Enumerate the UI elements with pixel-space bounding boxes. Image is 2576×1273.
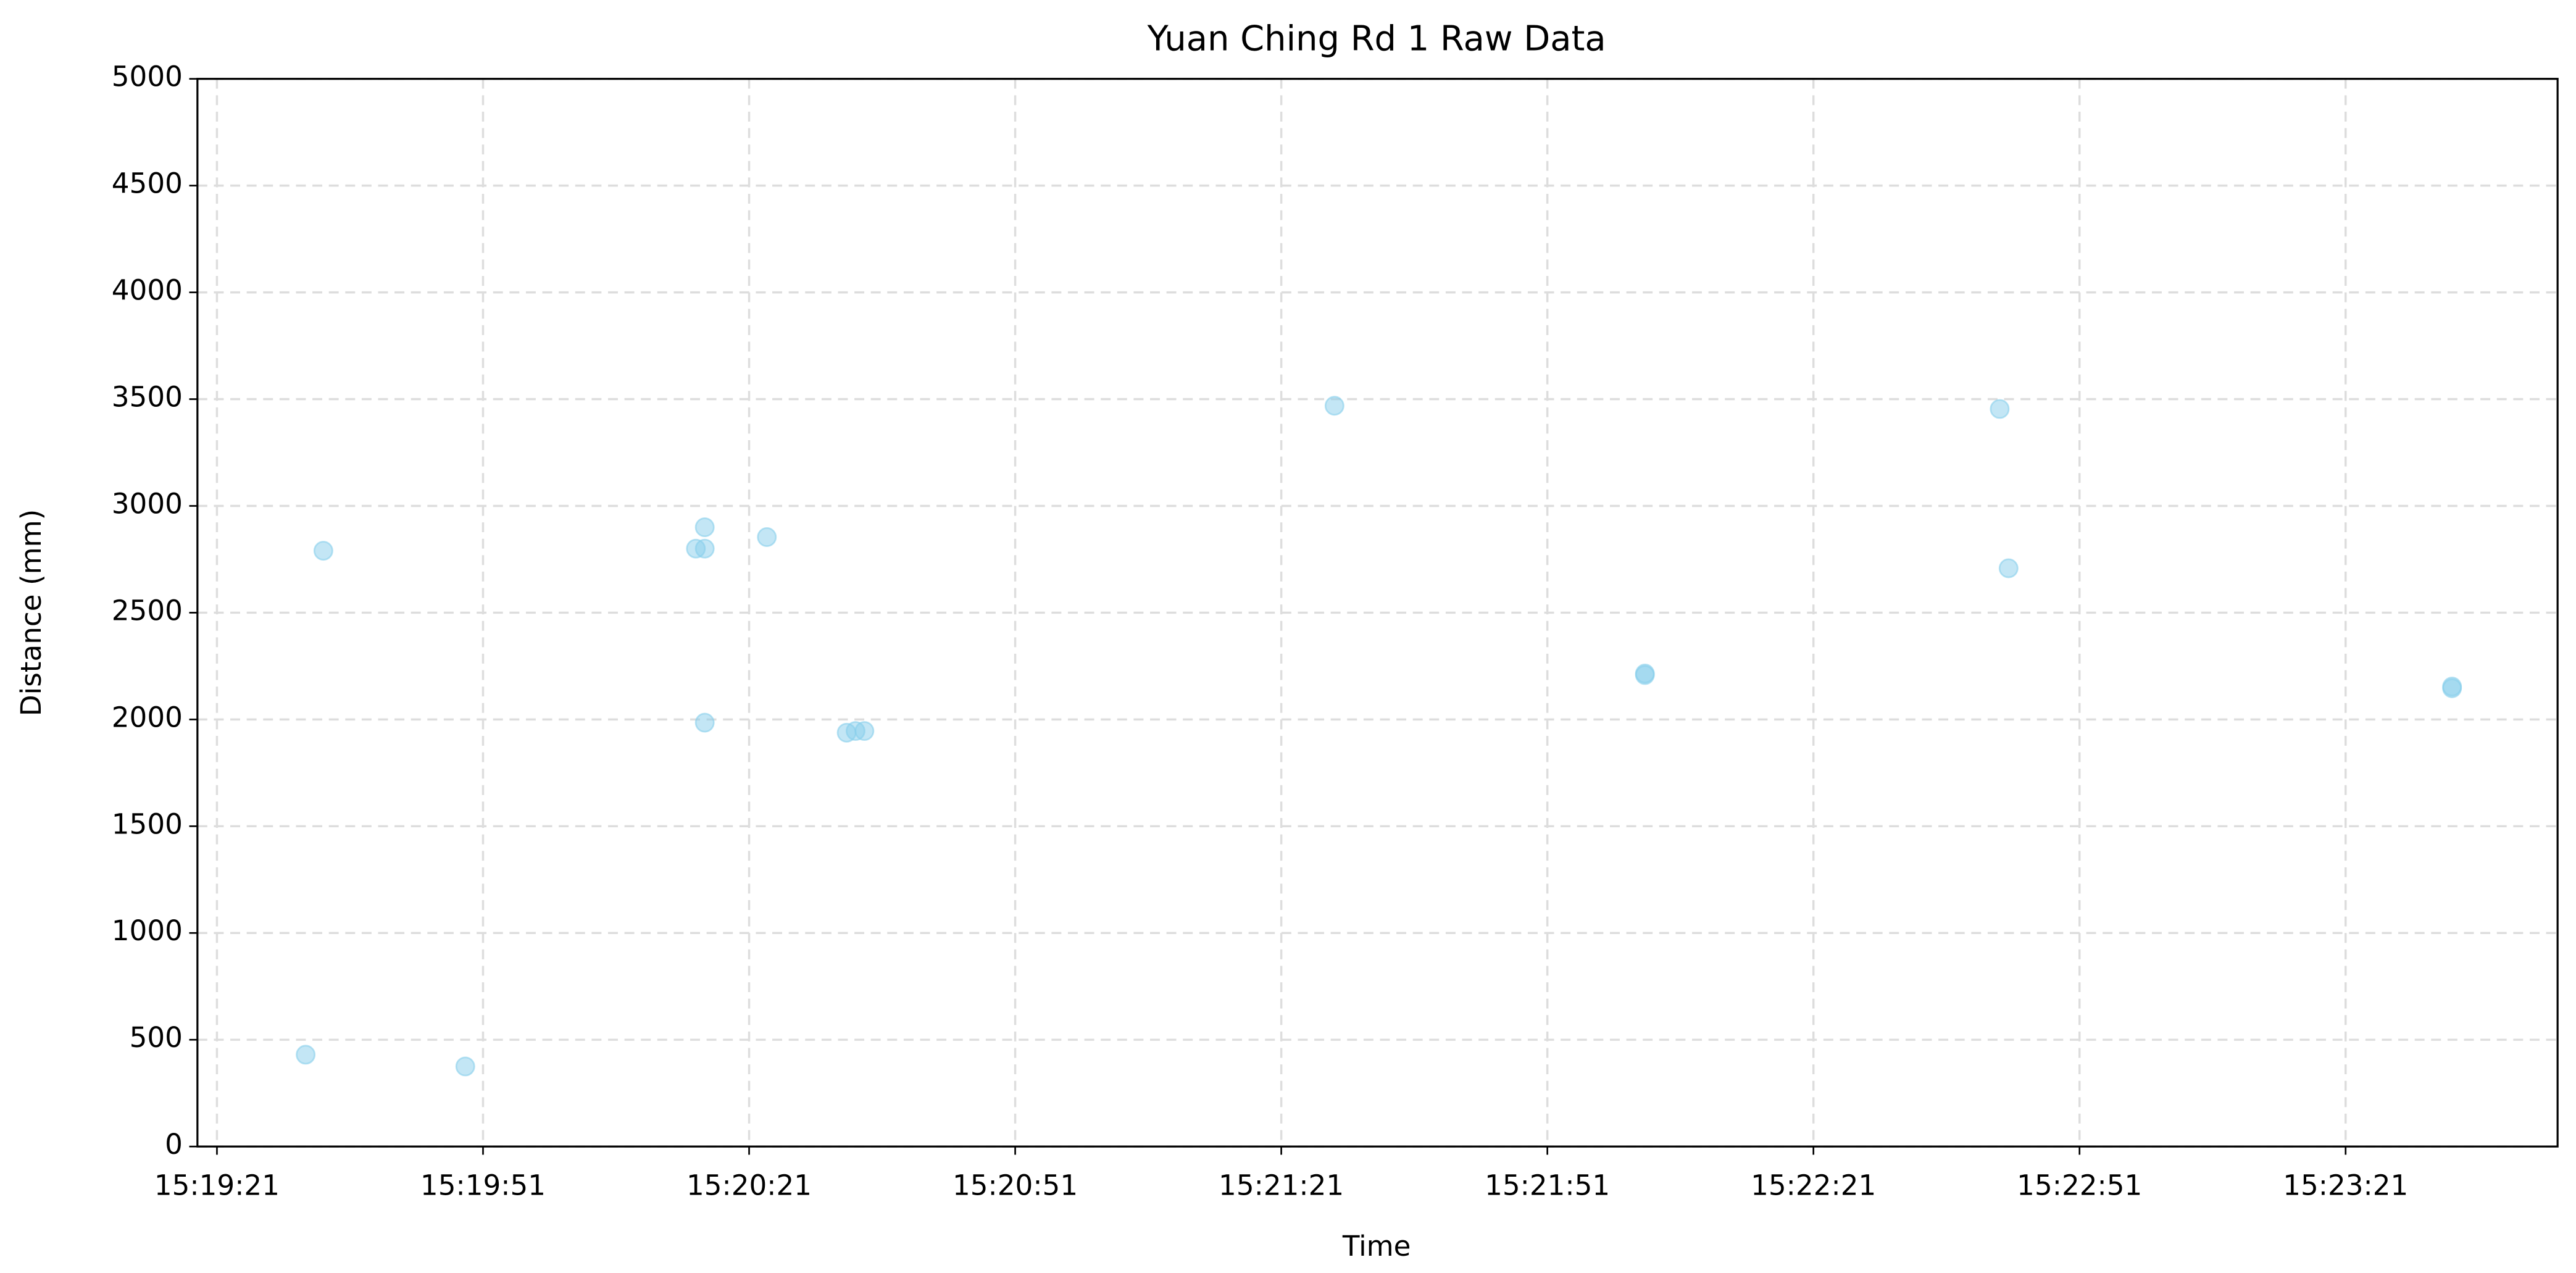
y-tick-label: 4500	[112, 167, 183, 200]
x-tick-label: 15:22:21	[1751, 1169, 1876, 1202]
point	[1324, 396, 1344, 416]
point	[455, 1056, 475, 1077]
y-tick-label: 3500	[112, 381, 183, 414]
point	[757, 527, 777, 547]
y-tick-label: 5000	[112, 61, 183, 93]
y-tick-label: 2000	[112, 701, 183, 733]
point	[296, 1045, 316, 1065]
x-tick-label: 15:23:21	[2283, 1169, 2408, 1202]
y-tick-label: 0	[165, 1128, 183, 1161]
point	[694, 712, 715, 733]
point	[1998, 558, 2019, 578]
x-tick-label: 15:21:51	[1485, 1169, 1610, 1202]
x-tick-label: 15:22:51	[2017, 1169, 2142, 1202]
chart-title: Yuan Ching Rd 1 Raw Data	[1147, 19, 1606, 59]
y-tick-label: 2500	[112, 594, 183, 627]
plot-frame	[196, 78, 2559, 1148]
y-tick-label: 1500	[112, 808, 183, 840]
point	[1990, 399, 2010, 419]
point	[694, 538, 715, 559]
y-axis-label: Distance (mm)	[15, 509, 48, 716]
point	[854, 721, 875, 741]
x-tick-label: 15:19:21	[154, 1169, 280, 1202]
y-tick-label: 1000	[112, 914, 183, 947]
point	[313, 541, 333, 561]
x-tick-label: 15:20:51	[952, 1169, 1078, 1202]
x-axis-label: Time	[1342, 1230, 1411, 1263]
x-tick-label: 15:20:21	[686, 1169, 812, 1202]
y-tick-label: 4000	[112, 274, 183, 307]
point	[2442, 677, 2462, 697]
point	[694, 517, 715, 538]
y-tick-label: 500	[130, 1021, 183, 1054]
x-tick-label: 15:19:51	[420, 1169, 546, 1202]
y-tick-label: 3000	[112, 487, 183, 520]
point	[1635, 665, 1655, 685]
x-tick-label: 15:21:21	[1219, 1169, 1344, 1202]
